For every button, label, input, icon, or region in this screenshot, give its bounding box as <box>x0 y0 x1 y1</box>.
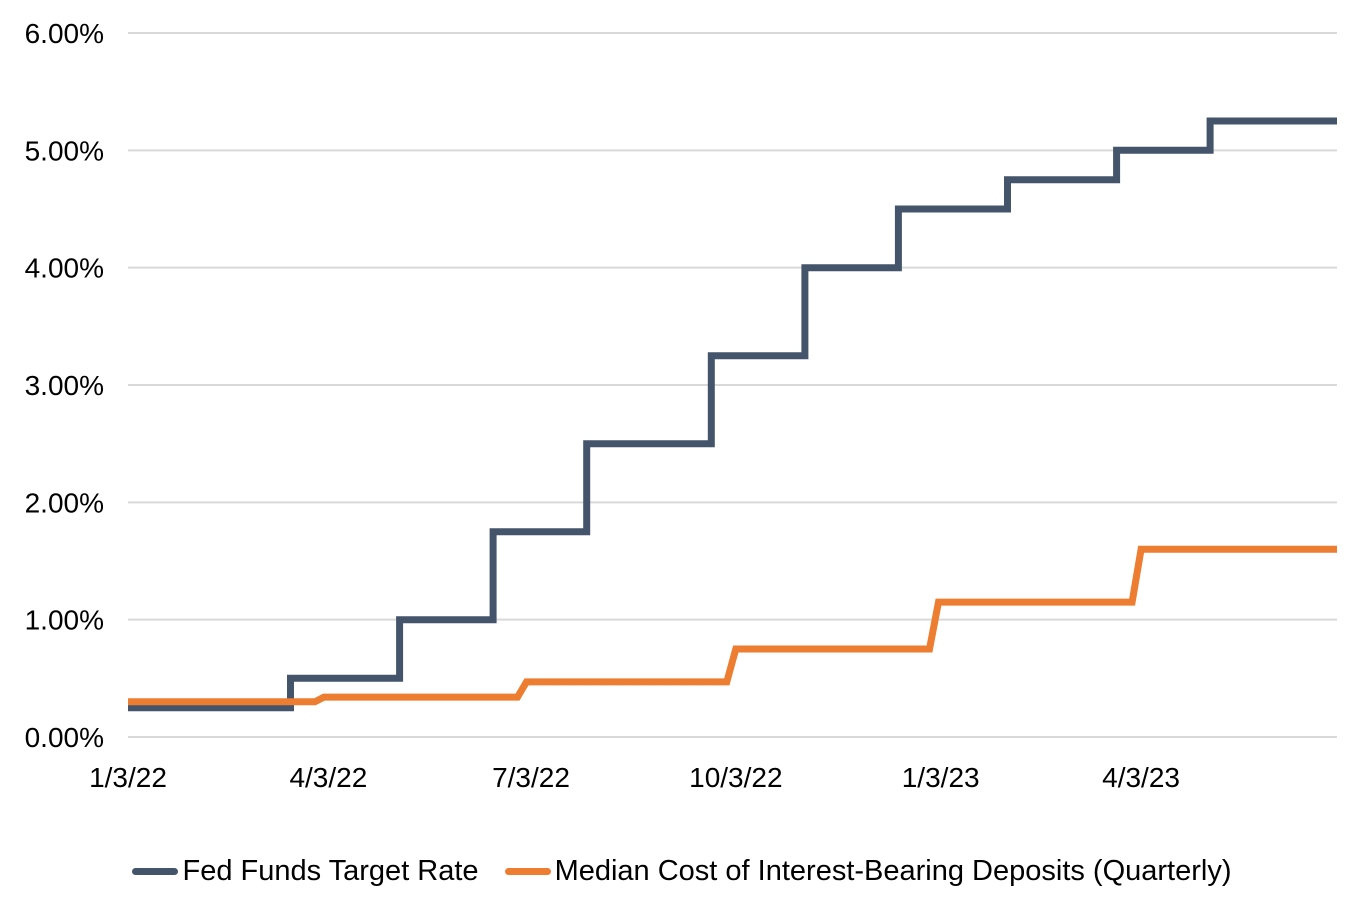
x-tick-label: 10/3/22 <box>689 762 782 793</box>
deposits-line-swatch <box>504 868 551 876</box>
x-tick-label: 1/3/22 <box>89 762 167 793</box>
legend-item-deposits: Median Cost of Interest-Bearing Deposits… <box>504 855 1232 888</box>
x-tick-label: 7/3/22 <box>492 762 570 793</box>
x-tick-label: 1/3/23 <box>902 762 980 793</box>
legend: Fed Funds Target Rate Median Cost of Int… <box>0 855 1364 888</box>
legend-item-fed-funds: Fed Funds Target Rate <box>132 855 479 888</box>
legend-label-fed-funds: Fed Funds Target Rate <box>182 855 479 887</box>
y-tick-label: 4.00% <box>25 253 104 284</box>
fed-funds-line <box>128 117 1337 712</box>
y-tick-label: 0.00% <box>25 722 104 753</box>
legend-label-deposits: Median Cost of Interest-Bearing Deposits… <box>554 855 1232 887</box>
y-tick-label: 6.00% <box>25 18 104 49</box>
x-tick-label: 4/3/23 <box>1102 762 1180 793</box>
y-tick-label: 1.00% <box>25 605 104 636</box>
y-tick-label: 5.00% <box>25 135 104 166</box>
y-tick-label: 3.00% <box>25 370 104 401</box>
y-tick-label: 2.00% <box>25 487 104 518</box>
fed-funds-line-swatch <box>132 868 179 876</box>
deposits-line <box>128 545 1337 706</box>
x-tick-label: 4/3/22 <box>289 762 367 793</box>
